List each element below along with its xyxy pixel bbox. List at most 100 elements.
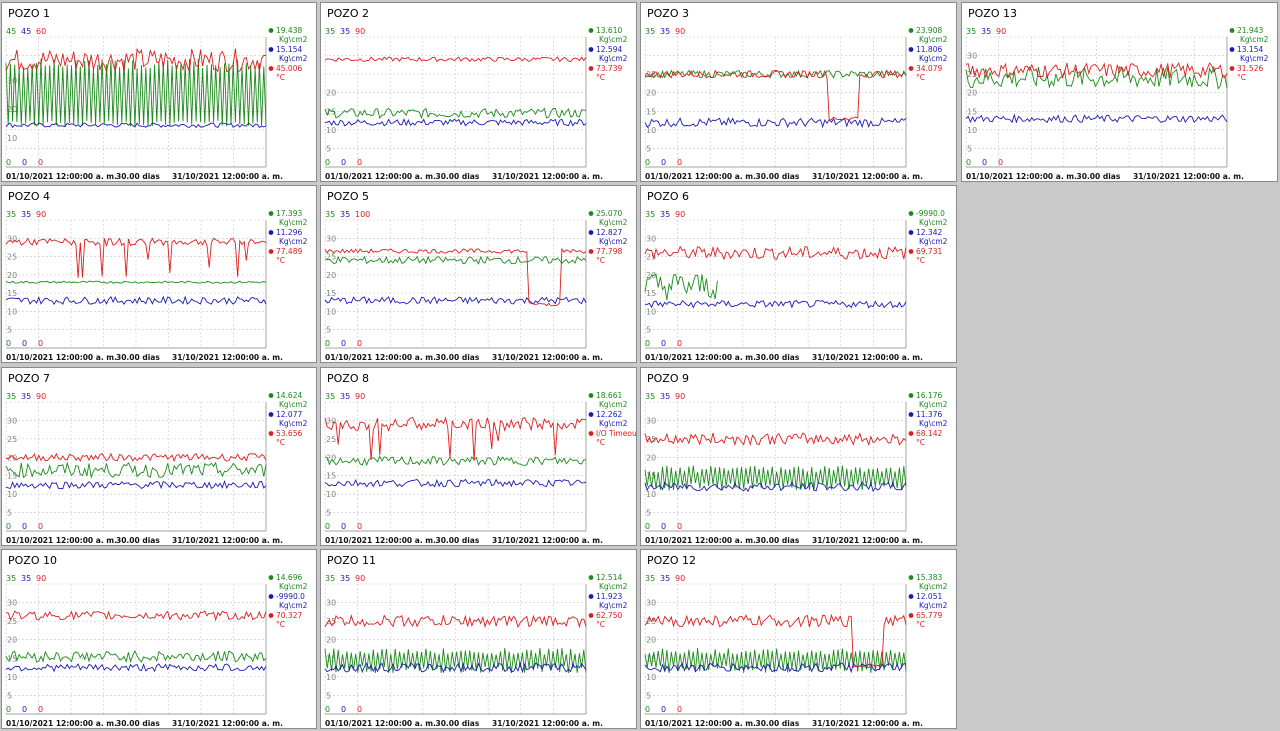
chart-svg: 3503509003025201510514.696Kg\cm2-9990.0K… xyxy=(5,573,308,728)
grid-lines xyxy=(324,583,587,715)
legend-dot-green xyxy=(588,575,594,580)
panel-title: POZO 9 xyxy=(647,372,689,385)
panel-title: POZO 5 xyxy=(327,190,369,203)
x-axis-start-label: 01/10/2021 12:00:00 a. m. xyxy=(6,172,117,181)
y-tick-label: 15 xyxy=(646,654,656,663)
y-tick-label: 5 xyxy=(326,509,331,518)
axis-max-green: 35 xyxy=(645,392,655,401)
series-line-red xyxy=(644,613,907,668)
y-tick-label: 5 xyxy=(326,326,331,335)
legend-unit-blue: Kg\cm2 xyxy=(599,419,628,428)
axis-min-blue: 0 xyxy=(22,339,27,348)
legend-dot-green xyxy=(908,211,914,216)
legend-dot-red xyxy=(268,249,274,254)
legend-dot-blue xyxy=(268,47,274,52)
y-tick-label: 10 xyxy=(7,134,17,143)
legend-dot-red xyxy=(908,431,914,436)
axis-max-blue: 35 xyxy=(340,210,350,219)
legend-unit-green: Kg\cm2 xyxy=(919,582,948,591)
y-tick-label: 20 xyxy=(967,89,977,98)
axis-min-blue: 0 xyxy=(22,522,27,531)
y-tick-label: 25 xyxy=(646,435,656,444)
series-line-red xyxy=(324,416,587,461)
axis-min-green: 0 xyxy=(6,522,11,531)
x-axis-end-label: 31/10/2021 12:00:00 a. m. xyxy=(172,353,283,362)
x-axis-start-label: 01/10/2021 12:00:00 a. m. xyxy=(645,353,756,362)
axis-min-blue: 0 xyxy=(982,158,987,167)
grid-lines xyxy=(5,583,267,715)
axis-min-blue: 0 xyxy=(661,339,666,348)
series-line-blue xyxy=(644,299,907,309)
axis-min-blue: 0 xyxy=(661,158,666,167)
series-line-green xyxy=(324,255,587,266)
grid-lines xyxy=(644,583,907,715)
legend-value-red: 34.079 xyxy=(916,64,942,73)
legend-dot-red xyxy=(908,249,914,254)
axis-min-green: 0 xyxy=(6,705,11,714)
x-axis-end-label: 31/10/2021 12:00:00 a. m. xyxy=(492,536,603,545)
series-line-blue xyxy=(965,113,1228,124)
y-tick-label: 20 xyxy=(326,636,336,645)
chart-panel-pozo-8: POZO 8 35 0 35 0 90 0 30 25 20 15 10 5 18.661 Kg\cm2 12… xyxy=(320,367,637,546)
x-axis-span-label: 30.00 dias xyxy=(436,536,480,545)
x-axis-span-label: 30.00 dias xyxy=(436,172,480,181)
legend-dot-green xyxy=(588,28,594,33)
y-tick-label: 15 xyxy=(326,107,336,116)
legend-unit-green: Kg\cm2 xyxy=(599,400,628,409)
chart-panel-pozo-5: POZO 5 35 0 35 0 100 0 30 25 20 15 10 5 25.070 Kg\cm2 1… xyxy=(320,185,637,363)
legend-value-green: 12.514 xyxy=(596,573,622,582)
legend-dot-red xyxy=(588,66,594,71)
axis-max-red: 90 xyxy=(996,27,1006,36)
panel-title: POZO 7 xyxy=(8,372,50,385)
chart-panel-pozo-10: POZO 10 35 0 35 0 90 0 30 25 20 15 10 5 14.696 Kg\cm2-… xyxy=(1,549,317,729)
y-tick-label: 25 xyxy=(326,617,336,626)
y-tick-label: 15 xyxy=(326,289,336,298)
x-axis-span-label: 30.00 dias xyxy=(116,172,160,181)
legend-unit-blue: Kg\cm2 xyxy=(1240,54,1269,63)
legend-value-red: 65.779 xyxy=(916,611,942,620)
legend-dot-green xyxy=(1229,28,1235,33)
panel-title: POZO 3 xyxy=(647,7,689,20)
y-tick-label: 25 xyxy=(7,617,17,626)
legend-value-blue: 15.154 xyxy=(276,45,302,54)
legend-dot-blue xyxy=(268,230,274,235)
y-tick-label: 5 xyxy=(7,509,12,518)
axis-max-red: 90 xyxy=(355,27,365,36)
y-tick-label: 5 xyxy=(646,691,651,700)
legend-unit-green: Kg\cm2 xyxy=(279,400,308,409)
legend-unit-blue: Kg\cm2 xyxy=(599,601,628,610)
legend-value-green: 14.696 xyxy=(276,573,302,582)
axis-max-green: 45 xyxy=(6,27,16,36)
legend-unit-red: °C xyxy=(276,438,285,447)
axis-min-green: 0 xyxy=(645,522,650,531)
axis-min-red: 0 xyxy=(38,158,43,167)
series-line-red xyxy=(644,69,907,122)
legend-unit-blue: Kg\cm2 xyxy=(279,54,308,63)
y-tick-label: 30 xyxy=(7,599,17,608)
y-tick-label: 20 xyxy=(7,636,17,645)
axis-min-red: 0 xyxy=(38,705,43,714)
panel-title: POZO 11 xyxy=(327,554,376,567)
legend-unit-red: °C xyxy=(596,73,605,82)
legend-value-green: 18.661 xyxy=(596,391,622,400)
legend-value-red: 53.656 xyxy=(276,429,302,438)
series-line-green xyxy=(324,107,586,120)
y-tick-label: 15 xyxy=(7,289,17,298)
legend-dot-blue xyxy=(588,230,594,235)
axis-max-green: 35 xyxy=(645,27,655,36)
y-tick-label: 10 xyxy=(967,126,977,135)
y-tick-label: 30 xyxy=(967,52,977,61)
x-axis-end-label: 31/10/2021 12:00:00 a. m. xyxy=(172,719,283,728)
axis-min-green: 0 xyxy=(325,339,330,348)
series-line-blue xyxy=(5,295,267,306)
axis-max-red: 90 xyxy=(36,574,46,583)
series-line-blue xyxy=(644,481,907,493)
legend-dot-red xyxy=(1229,66,1235,71)
axis-max-red: 90 xyxy=(36,210,46,219)
chart-svg: 3503509003025201510517.393Kg\cm211.296Kg… xyxy=(5,209,308,362)
legend-unit-red: °C xyxy=(916,438,925,447)
legend-unit-green: Kg\cm2 xyxy=(599,35,628,44)
legend-dot-blue xyxy=(588,47,594,52)
legend-unit-green: Kg\cm2 xyxy=(1240,35,1269,44)
chart-panel-pozo-11: POZO 11 35 0 35 0 90 0 30 25 20 15 10 5 12.514 Kg\cm2 1… xyxy=(320,549,637,729)
